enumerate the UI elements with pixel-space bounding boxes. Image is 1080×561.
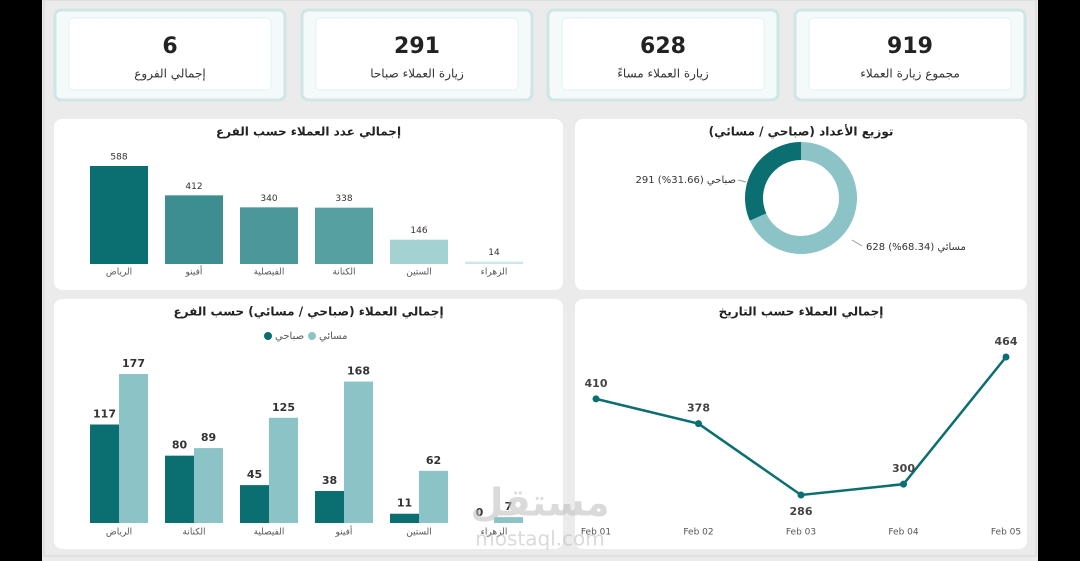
data-label: 410: [585, 377, 608, 390]
data-label: 45: [247, 468, 262, 481]
data-label: 286: [790, 505, 813, 518]
data-label: 0: [476, 506, 484, 519]
data-label: 340: [260, 194, 277, 204]
data-label: 628 مسائي (68.34%): [866, 242, 966, 253]
bar: [344, 381, 373, 523]
x-tick-label: الزهراء: [481, 528, 508, 538]
x-tick-label: Feb 03: [786, 528, 816, 538]
x-tick-label: الستين: [406, 268, 432, 278]
kpi-card-inner: [315, 17, 519, 91]
kpi-label: إجمالي الفروع: [134, 67, 205, 82]
panel: [575, 299, 1027, 549]
bar: [269, 417, 298, 523]
bar: [90, 424, 119, 523]
bar: [494, 517, 523, 523]
donut-slice: [749, 142, 857, 255]
bar: [419, 470, 448, 523]
kpi-card-inner: [561, 17, 765, 91]
data-label: 62: [426, 454, 441, 467]
bar: [90, 166, 148, 264]
data-label: 146: [410, 226, 427, 236]
chart-title: توزيع الأعداد (صباحي / مسائي): [709, 124, 894, 140]
x-tick-label: الستين: [406, 528, 432, 538]
x-tick-label: أفينو: [185, 266, 203, 278]
legend-swatch: [308, 332, 316, 340]
bar: [390, 513, 419, 523]
x-tick-label: الكنانة: [332, 268, 355, 278]
chart-title: إجمالي عدد العملاء حسب الفرع: [216, 125, 401, 139]
data-label: 588: [110, 153, 127, 163]
bar: [390, 239, 448, 264]
kpi-card-inner: [808, 17, 1012, 91]
x-tick-label: أفينو: [335, 526, 353, 538]
data-label: 38: [322, 474, 337, 487]
kpi-label: زيارة العملاء مساءً: [617, 67, 709, 82]
data-label: 378: [687, 402, 710, 415]
legend-swatch: [264, 332, 272, 340]
page-edge: [43, 0, 1037, 557]
data-label: 168: [347, 365, 370, 378]
kpi-label: زيارة العملاء صباحا: [370, 67, 464, 82]
data-label: 89: [201, 431, 216, 444]
point: [695, 420, 702, 428]
point: [592, 395, 600, 403]
panel: [575, 119, 1027, 290]
point: [900, 480, 907, 488]
x-tick-label: الفيصلية: [254, 528, 285, 538]
x-tick-label: الرياض: [106, 268, 132, 278]
bar: [315, 207, 373, 264]
data-label: 412: [185, 182, 202, 192]
kpi-value: 291: [394, 34, 440, 59]
kpi-value: 919: [887, 34, 933, 59]
data-label: 125: [272, 401, 295, 414]
bar: [465, 261, 523, 264]
x-tick-label: الرياض: [106, 528, 132, 538]
legend-label: صباحي: [275, 331, 304, 342]
data-label: 7: [505, 500, 513, 513]
kpi-card-inner: [68, 17, 272, 91]
x-tick-label: Feb 02: [683, 528, 713, 538]
bar: [240, 207, 298, 264]
bar: [315, 491, 344, 523]
leader-line: [851, 239, 863, 247]
watermark: mostaql.com: [475, 527, 605, 551]
data-label: 300: [892, 462, 915, 475]
x-tick-label: الفيصلية: [254, 268, 285, 278]
x-tick-label: Feb 04: [888, 528, 919, 538]
x-tick-label: الزهراء: [481, 268, 508, 278]
kpi-value: 6: [162, 34, 177, 59]
chart-title: إجمالي العملاء (صباحي / مسائي) حسب الفرع: [173, 305, 443, 319]
data-label: 338: [335, 194, 352, 204]
x-tick-label: Feb 05: [991, 528, 1021, 538]
point: [1002, 353, 1010, 361]
bar: [194, 448, 223, 523]
data-label: 291 صباحي (31.66%): [636, 175, 736, 186]
watermark: مستقل: [471, 481, 610, 525]
data-label: 11: [397, 497, 412, 510]
chart-title: إجمالي العملاء حسب التاريخ: [719, 305, 884, 319]
bar: [165, 455, 194, 523]
leader-line: [737, 179, 747, 183]
x-tick-label: الكنانة: [182, 528, 205, 538]
data-label: 117: [93, 408, 116, 421]
kpi-label: مجموع زيارة العملاء: [860, 67, 960, 82]
data-label: 14: [488, 248, 500, 258]
bar: [165, 195, 223, 264]
data-label: 80: [172, 439, 188, 452]
x-tick-label: Feb 01: [581, 528, 611, 538]
donut-slice: [745, 142, 801, 221]
bar: [119, 374, 148, 523]
kpi-value: 628: [640, 34, 686, 59]
bar: [240, 485, 269, 523]
point: [797, 491, 805, 499]
data-label: 464: [995, 335, 1018, 348]
legend-label: مسائي: [319, 331, 347, 342]
data-label: 177: [122, 357, 145, 370]
